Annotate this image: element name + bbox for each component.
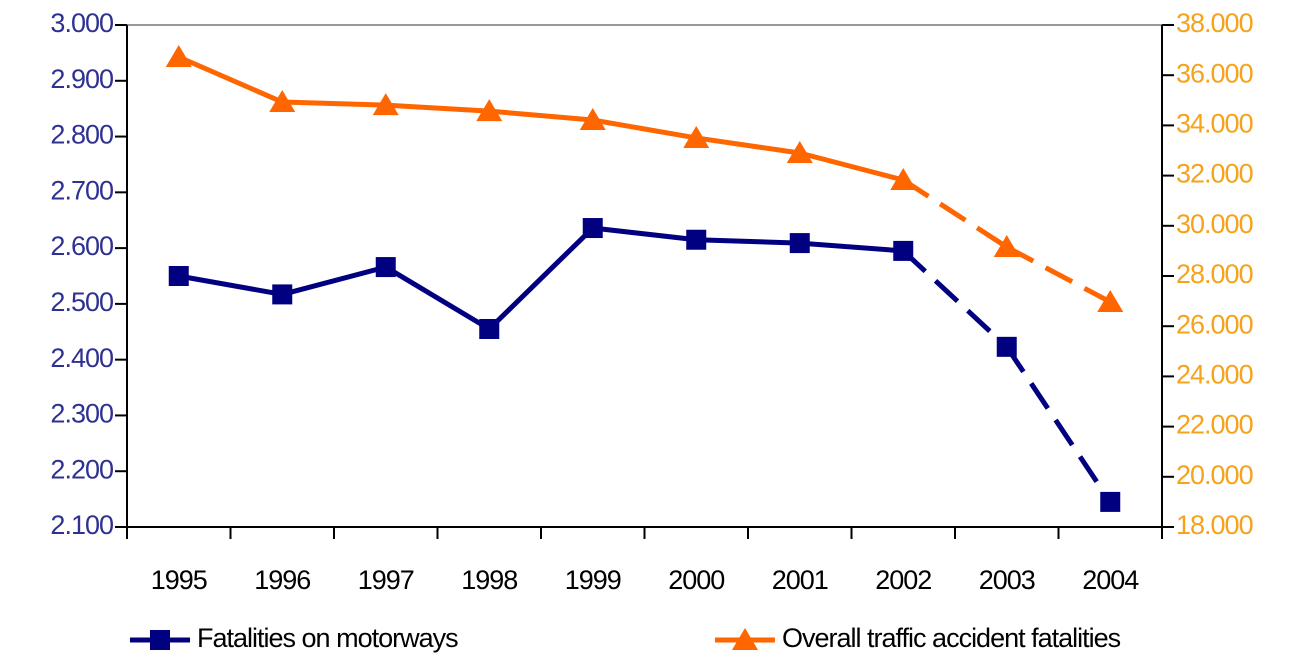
data-point <box>893 240 914 261</box>
series-line <box>799 240 904 254</box>
y2-tick-label: 36.000 <box>1176 58 1253 88</box>
data-point <box>582 218 603 239</box>
y-tick-label: 2.600 <box>50 231 113 261</box>
data-point <box>996 336 1017 357</box>
x-tick-label: 1995 <box>151 565 207 595</box>
x-tick-label: 2002 <box>875 565 931 595</box>
y-tick-label: 2.100 <box>50 510 113 540</box>
series-line <box>901 249 1009 349</box>
y-tick-label: 3.000 <box>50 8 113 38</box>
x-tick-label: 1998 <box>461 565 517 595</box>
y2-tick-label: 34.000 <box>1176 109 1253 139</box>
series-line <box>696 237 800 246</box>
y-tick-label: 2.200 <box>50 454 113 484</box>
legend-marker <box>732 628 758 650</box>
series-line <box>385 102 490 114</box>
legend-marker <box>150 630 170 650</box>
data-point <box>1100 491 1121 512</box>
data-point <box>269 90 296 113</box>
data-point <box>479 318 500 339</box>
series-line <box>592 117 697 141</box>
y2-tick-label: 30.000 <box>1176 209 1253 239</box>
y-tick-label: 2.900 <box>50 64 113 94</box>
series-line <box>384 264 491 332</box>
x-tick-label: 1997 <box>358 565 414 595</box>
data-point <box>168 266 189 286</box>
data-point <box>993 235 1020 258</box>
data-point <box>686 229 707 250</box>
series-line <box>1004 345 1113 504</box>
series-line <box>489 108 593 123</box>
y2-tick-label: 28.000 <box>1176 259 1253 289</box>
y-tick-label: 2.400 <box>50 343 113 373</box>
series-line <box>695 135 801 156</box>
y2-tick-label: 26.000 <box>1176 309 1253 339</box>
x-tick-label: 1999 <box>565 565 621 595</box>
data-point <box>1097 289 1124 312</box>
y2-tick-label: 38.000 <box>1176 8 1253 38</box>
y2-tick-label: 18.000 <box>1176 510 1253 540</box>
y2-tick-label: 20.000 <box>1176 460 1253 490</box>
y2-tick-label: 22.000 <box>1176 410 1253 440</box>
data-point <box>375 257 396 278</box>
y2-tick-label: 24.000 <box>1176 360 1253 390</box>
data-point <box>165 45 192 68</box>
data-point <box>272 284 293 305</box>
data-point <box>890 167 917 190</box>
y-tick-label: 2.700 <box>50 175 113 205</box>
series-line <box>178 273 283 297</box>
legend-label: Fatalities on motorways <box>197 623 458 653</box>
x-tick-label: 2004 <box>1082 565 1139 595</box>
data-point <box>683 125 710 148</box>
series-line <box>487 226 595 331</box>
y-tick-label: 2.800 <box>50 120 113 150</box>
x-tick-label: 1996 <box>254 565 310 595</box>
y-tick-label: 2.500 <box>50 287 113 317</box>
legend-label: Overall traffic accident fatalities <box>782 623 1121 653</box>
x-tick-label: 2001 <box>772 565 828 595</box>
series-line <box>592 225 697 243</box>
x-tick-label: 2000 <box>668 565 724 595</box>
y-tick-label: 2.300 <box>50 399 113 429</box>
series-line <box>799 150 904 183</box>
series-line <box>282 99 386 108</box>
data-point <box>372 93 399 116</box>
series-line <box>177 54 284 105</box>
y2-tick-label: 32.000 <box>1176 159 1253 189</box>
series-line <box>1005 244 1112 305</box>
series-line <box>901 177 1009 250</box>
data-point <box>786 141 813 164</box>
data-point <box>789 233 810 254</box>
data-point <box>476 99 503 122</box>
series-line <box>281 264 387 297</box>
x-tick-label: 2003 <box>979 565 1035 595</box>
data-point <box>579 108 606 131</box>
